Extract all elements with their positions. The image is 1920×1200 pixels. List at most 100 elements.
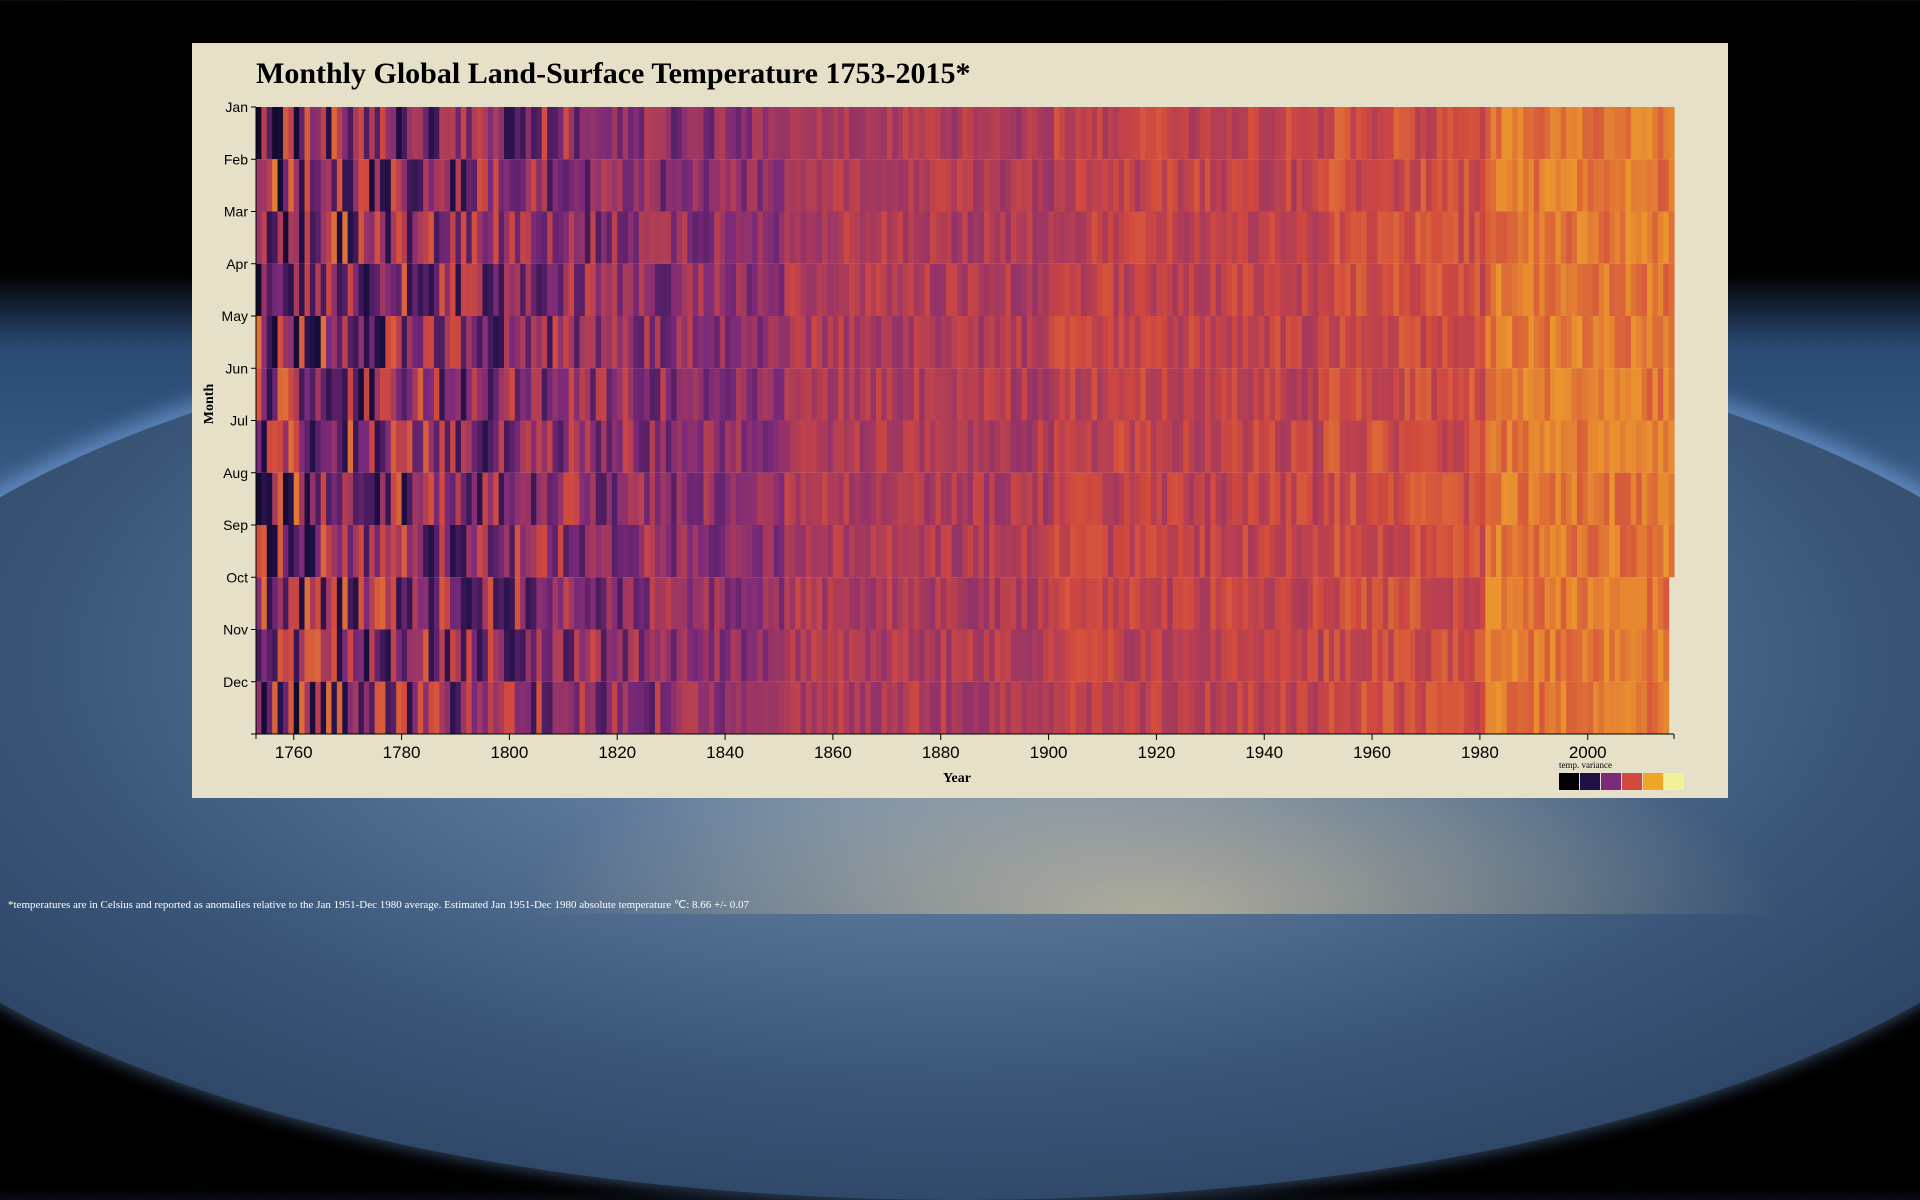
heatmap-cell	[315, 577, 322, 630]
heatmap-cell	[401, 368, 408, 421]
heatmap-cell	[331, 211, 338, 264]
heatmap-cell	[1544, 681, 1551, 734]
heatmap-cell	[800, 681, 807, 734]
heatmap-cell	[342, 107, 349, 160]
heatmap-cell	[1167, 263, 1174, 316]
heatmap-cell	[1350, 420, 1357, 473]
heatmap-cell	[1226, 107, 1233, 160]
heatmap-cell	[1620, 211, 1627, 264]
heatmap-cell	[929, 577, 936, 630]
heatmap-cell	[498, 263, 505, 316]
heatmap-cell	[1404, 577, 1411, 630]
heatmap-cell	[611, 159, 618, 212]
heatmap-cell	[946, 159, 953, 212]
heatmap-cell	[293, 577, 300, 630]
heatmap-cell	[962, 211, 969, 264]
heatmap-cell	[854, 577, 861, 630]
heatmap-cell	[622, 577, 629, 630]
heatmap-cell	[509, 316, 516, 369]
heatmap-cell	[1630, 263, 1637, 316]
heatmap-cell	[946, 681, 953, 734]
heatmap-cell	[1501, 316, 1508, 369]
heatmap-cell	[660, 525, 667, 578]
heatmap-cell	[854, 263, 861, 316]
heatmap-cell	[1253, 577, 1260, 630]
heatmap-cell	[1361, 368, 1368, 421]
heatmap-cell	[1404, 107, 1411, 160]
heatmap-cell	[347, 263, 354, 316]
heatmap-cell	[1124, 472, 1131, 525]
heatmap-cell	[1647, 159, 1654, 212]
heatmap-cell	[466, 316, 473, 369]
heatmap-cell	[827, 211, 834, 264]
heatmap-cell	[498, 629, 505, 682]
heatmap-cell	[471, 577, 478, 630]
heatmap-cell	[1097, 159, 1104, 212]
heatmap-cell	[1226, 525, 1233, 578]
heatmap-cell	[1134, 472, 1141, 525]
heatmap-cell	[272, 681, 279, 734]
heatmap-cell	[1668, 525, 1675, 578]
heatmap-cell	[1512, 107, 1519, 160]
heatmap-cell	[892, 368, 899, 421]
heatmap-cell	[967, 629, 974, 682]
heatmap-cell	[902, 159, 909, 212]
heatmap-cell	[1474, 420, 1481, 473]
heatmap-cell	[282, 211, 289, 264]
heatmap-cell	[342, 368, 349, 421]
heatmap-cell	[1614, 316, 1621, 369]
heatmap-cell	[1436, 211, 1443, 264]
heatmap-cell	[1496, 107, 1503, 160]
heatmap-cell	[347, 525, 354, 578]
heatmap-cell	[822, 263, 829, 316]
heatmap-cell	[983, 316, 990, 369]
heatmap-cell	[708, 629, 715, 682]
heatmap-cell	[1560, 420, 1567, 473]
heatmap-cell	[1544, 629, 1551, 682]
heatmap-cell	[1113, 107, 1120, 160]
heatmap-cell	[1318, 263, 1325, 316]
heatmap-cell	[908, 211, 915, 264]
heatmap-cell	[973, 577, 980, 630]
heatmap-cell	[520, 472, 527, 525]
heatmap-cell	[331, 681, 338, 734]
x-tick-label: 1980	[1461, 743, 1499, 762]
heatmap-cell	[498, 525, 505, 578]
heatmap-cell	[1355, 159, 1362, 212]
heatmap-cell	[1442, 577, 1449, 630]
heatmap-cell	[1167, 472, 1174, 525]
heatmap-cell	[611, 525, 618, 578]
heatmap-cell	[1377, 525, 1384, 578]
heatmap-cell	[552, 368, 559, 421]
heatmap-cell	[1091, 159, 1098, 212]
heatmap-cell	[568, 159, 575, 212]
heatmap-cell	[638, 107, 645, 160]
heatmap-cell	[1323, 629, 1330, 682]
heatmap-cell	[681, 211, 688, 264]
heatmap-cell	[1668, 420, 1675, 473]
heatmap-cell	[1361, 211, 1368, 264]
heatmap-cell	[649, 211, 656, 264]
heatmap-cell	[924, 629, 931, 682]
heatmap-cell	[326, 263, 333, 316]
heatmap-cell	[843, 472, 850, 525]
heatmap-cell	[1140, 629, 1147, 682]
heatmap-cell	[380, 316, 386, 369]
heatmap-cell	[1636, 159, 1643, 212]
heatmap-cell	[336, 472, 343, 525]
heatmap-cell	[735, 525, 742, 578]
heatmap-cell	[962, 629, 969, 682]
heatmap-cell	[843, 629, 850, 682]
heatmap-cell	[881, 107, 888, 160]
heatmap-cell	[1124, 420, 1131, 473]
heatmap-cell	[601, 159, 608, 212]
x-tick-label: 1780	[383, 743, 421, 762]
heatmap-cell	[1275, 159, 1282, 212]
heatmap-cell	[1442, 420, 1449, 473]
heatmap-cell	[665, 681, 672, 734]
heatmap-cell	[628, 525, 635, 578]
heatmap-cell	[1291, 159, 1298, 212]
heatmap-cell	[579, 525, 586, 578]
heatmap-cell	[741, 525, 748, 578]
heatmap-cell	[1436, 525, 1443, 578]
